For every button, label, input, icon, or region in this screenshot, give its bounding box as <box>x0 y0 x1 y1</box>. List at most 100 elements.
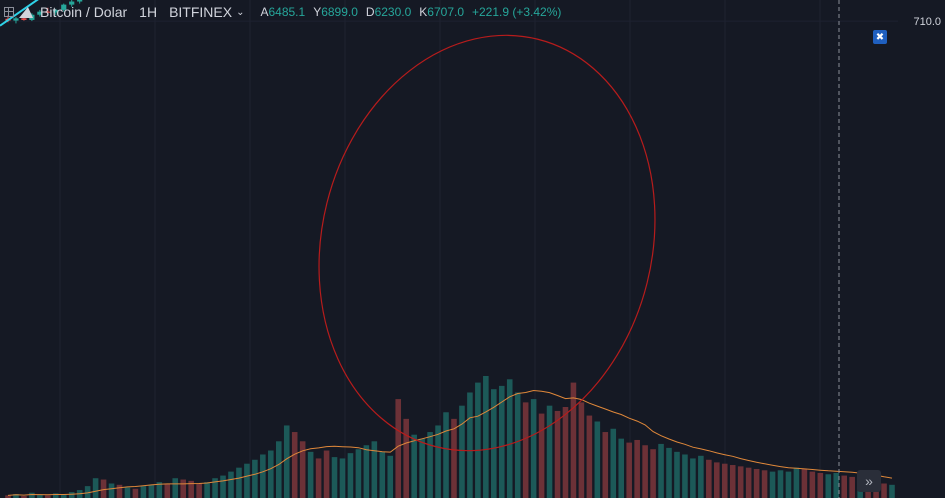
volume-bar <box>650 449 656 498</box>
volume-bar <box>371 441 378 498</box>
volume-bar <box>5 495 11 498</box>
volume-bar <box>745 467 752 498</box>
candle-body <box>29 14 35 20</box>
volume-bar <box>379 451 386 498</box>
ohlc-low-value: 6230.0 <box>374 5 412 19</box>
scroll-to-realtime-icon[interactable]: » <box>857 470 881 492</box>
volume-bar <box>228 471 234 498</box>
volume-bar <box>483 376 489 498</box>
ohlc-low-key: D <box>365 5 375 19</box>
tradingview-logo-icon <box>19 6 35 18</box>
volume-bar <box>498 385 505 498</box>
volume-bar <box>419 438 425 498</box>
volume-bar <box>220 475 226 498</box>
volume-bar <box>395 399 402 498</box>
exchange-label[interactable]: BITFINEX <box>169 4 233 20</box>
volume-bar <box>674 451 680 498</box>
volume-bar <box>204 482 210 498</box>
volume-bar <box>92 478 99 498</box>
volume-bar <box>68 492 75 498</box>
volume-bar <box>889 484 895 498</box>
volume-bar <box>291 432 298 498</box>
volume-bar <box>84 486 91 498</box>
volume-bar <box>347 453 354 498</box>
volume-bar <box>761 470 768 498</box>
volume-bar <box>164 483 171 498</box>
volume-bar <box>196 483 202 498</box>
volume-bar <box>124 487 131 498</box>
object-tree-icon[interactable]: ✖ <box>873 30 887 44</box>
volume-bar <box>785 471 792 498</box>
candle-body <box>53 9 59 13</box>
volume-bar <box>586 415 593 498</box>
candle-body <box>21 18 27 20</box>
volume-bar <box>514 392 521 498</box>
volume-bars <box>5 376 895 498</box>
volume-bar <box>427 432 433 498</box>
compare-plus-icon[interactable] <box>4 7 14 17</box>
volume-bar <box>299 441 306 498</box>
volume-bar <box>618 438 625 498</box>
volume-bar <box>793 467 800 498</box>
ohlc-close-value: 6707.0 <box>427 5 464 19</box>
price-axis[interactable]: 710.0910.01150.01500.01900.02400.03200.0… <box>879 0 945 498</box>
volume-bar <box>658 443 664 498</box>
volume-bar <box>260 454 266 498</box>
volume-bar <box>737 466 744 498</box>
volume-bar <box>60 494 67 498</box>
volume-bar <box>809 471 816 498</box>
price-axis-tick-label: 710.0 <box>913 16 941 28</box>
volume-bar <box>721 463 728 498</box>
volume-bar <box>29 492 35 498</box>
highlight-ellipse <box>318 34 656 452</box>
volume-bar <box>706 459 712 498</box>
volume-bar <box>403 418 409 498</box>
drawing-overlays: (3)(4)(5) <box>0 0 840 498</box>
interval-label[interactable]: 1H <box>139 4 158 20</box>
volume-bar <box>268 450 274 498</box>
symbol-name[interactable]: Bitcoin / Dolar <box>40 4 128 20</box>
volume-bar <box>634 439 640 498</box>
volume-bar <box>546 405 553 498</box>
volume-bar <box>729 465 736 498</box>
volume-bar <box>331 457 338 498</box>
volume-bar <box>443 412 449 498</box>
volume-bar <box>562 406 569 498</box>
volume-bar <box>522 402 529 498</box>
volume-bar <box>538 413 545 498</box>
volume-bar <box>610 428 617 498</box>
chevron-down-icon[interactable]: ⌄ <box>236 6 245 18</box>
volume-bar <box>554 410 561 498</box>
ohlc-close-key: K <box>419 5 428 19</box>
volume-bar <box>467 392 473 498</box>
volume-bar <box>244 463 250 498</box>
candle-body <box>77 0 83 2</box>
volume-bar <box>817 472 824 498</box>
volume-bar <box>690 458 696 498</box>
ohlc-high-value: 6899.0 <box>321 5 358 19</box>
volume-bar <box>602 432 609 498</box>
volume-bar <box>45 495 51 498</box>
volume-bar <box>530 399 537 498</box>
volume-bar <box>323 450 330 498</box>
volume-bar <box>188 480 194 498</box>
volume-bar <box>753 468 760 498</box>
volume-bar <box>698 455 704 498</box>
chart-header: Bitcoin / Dolar 1H BITFINEX ⌄ A 6485.1 Y… <box>0 0 880 24</box>
candle-body <box>45 11 51 13</box>
candle-body <box>69 1 75 5</box>
volume-bar <box>491 389 497 498</box>
volume-bar <box>52 493 59 498</box>
volume-bar <box>252 459 258 498</box>
volume-bar <box>459 405 465 498</box>
volume-bar <box>570 382 577 498</box>
ohlc-open-key: A <box>260 5 269 19</box>
volume-bar <box>833 472 840 498</box>
volume-bar <box>849 476 855 498</box>
volume-bar <box>116 484 123 498</box>
ohlc-open-value: 6485.1 <box>268 5 306 19</box>
volume-bar <box>363 445 370 498</box>
volume-bar <box>435 425 441 498</box>
volume-bar <box>666 447 672 498</box>
